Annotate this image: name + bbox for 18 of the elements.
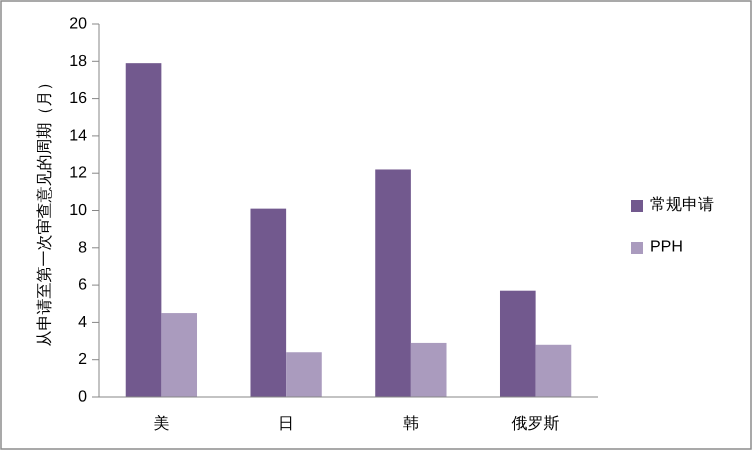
y-tick-label: 6 xyxy=(78,276,88,294)
legend-label: PPH xyxy=(650,238,683,256)
x-tick-label: 韩 xyxy=(402,414,419,432)
y-tick-label: 16 xyxy=(69,90,88,108)
y-tick-label: 20 xyxy=(69,16,88,32)
y-tick-label: 2 xyxy=(78,351,88,368)
y-tick-label: 12 xyxy=(69,164,88,182)
y-axis-title: 从申请至第一次审查意见的周期（月） xyxy=(36,74,54,346)
y-tick-label: 8 xyxy=(78,239,88,256)
y-tick-label: 10 xyxy=(69,202,88,219)
y-tick-label: 0 xyxy=(78,388,88,406)
y-tick-label: 18 xyxy=(69,52,88,70)
x-tick-label: 美 xyxy=(153,414,170,432)
legend-label: 常规申请 xyxy=(650,196,714,214)
x-tick-label: 日 xyxy=(278,416,294,432)
y-tick-label: 14 xyxy=(69,127,88,144)
x-tick-label: 俄罗斯 xyxy=(512,414,560,432)
y-tick-label: 4 xyxy=(78,314,88,331)
